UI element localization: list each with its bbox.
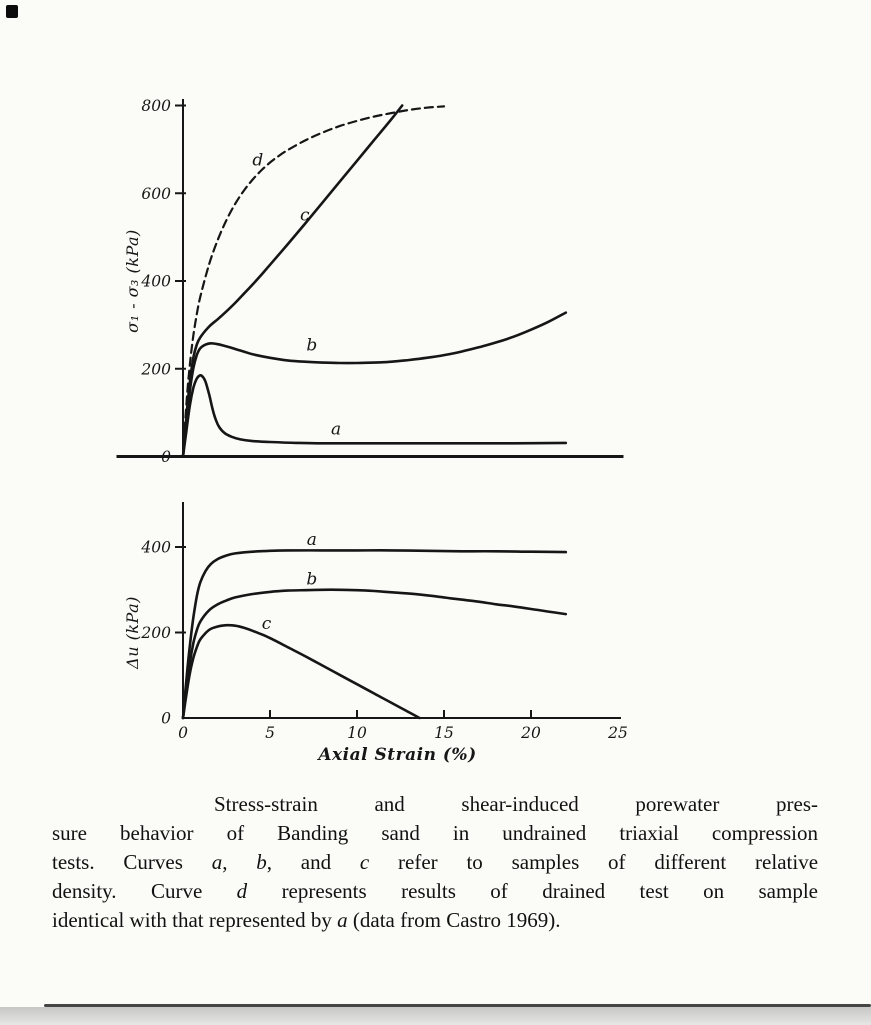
caption-line: Stress-strain and shear-induced porewate… <box>52 790 818 819</box>
caption-line: sure behavior of Banding sand in undrain… <box>52 819 818 848</box>
caption-text: refer to samples of different relative <box>369 850 819 874</box>
curve-b <box>181 588 568 720</box>
y-tick-label: 200 <box>140 624 171 642</box>
caption-text: , and <box>266 850 360 874</box>
scan-artifact-bottom-line <box>44 1004 871 1007</box>
y-tick-label: 400 <box>140 273 171 291</box>
curve-a <box>181 549 568 720</box>
x-axis-title: Axial Strain (%) <box>316 745 476 765</box>
caption-text: density. Curve <box>52 879 237 903</box>
curve-a <box>181 373 568 458</box>
y-tick-label: 0 <box>161 448 171 466</box>
caption-curve-letter: c <box>359 850 370 874</box>
curve-label-d: d <box>252 151 263 171</box>
x-tick-label: 15 <box>434 724 454 742</box>
x-tick-label: 10 <box>347 724 367 742</box>
caption-line: density. Curve d represents results of d… <box>52 877 818 906</box>
curve-label-a: a <box>331 420 341 440</box>
curve-b <box>181 311 568 458</box>
caption-text: sure behavior of Banding sand in undrain… <box>52 821 818 845</box>
caption-line: identical with that represented by a (da… <box>52 906 818 935</box>
caption-curve-letter: a <box>211 850 223 874</box>
curve-c <box>181 104 404 458</box>
y-tick-label: 800 <box>141 97 171 115</box>
y-tick-label: 0 <box>161 710 171 728</box>
curve-label-b: b <box>306 335 317 355</box>
curve-label-a: a <box>307 530 317 550</box>
caption-curve-letter: d <box>236 879 248 903</box>
y-tick-label: 400 <box>140 539 171 557</box>
scan-artifact-bottom-band <box>0 1007 871 1025</box>
x-tick-label: 0 <box>178 724 188 742</box>
caption-text: Stress-strain and shear-induced porewate… <box>214 792 818 816</box>
x-tick-label: 5 <box>265 724 275 742</box>
caption-text: tests. Curves <box>52 850 212 874</box>
panel-porewater-pressure: 0 200 400 0 5 10 15 20 25 Axial Strain (%) Δu (kPa… <box>123 502 628 765</box>
scan-artifact-corner <box>6 5 18 18</box>
caption-text: represents results of drained test on sa… <box>247 879 818 903</box>
y-tick-label: 600 <box>141 185 171 203</box>
caption-text: , <box>222 850 257 874</box>
panel-stress-strain: 0 200 400 600 800 σ₁ - σ₃ (kPa) d c b a <box>116 97 624 466</box>
curve-c <box>181 623 421 720</box>
curve-label-c: c <box>300 205 310 225</box>
caption: Stress-strain and shear-induced porewate… <box>52 790 818 935</box>
curve-d <box>181 105 446 458</box>
curve-label-c: c <box>262 614 272 634</box>
caption-text: identical with that represented by <box>52 908 338 932</box>
curve-label-b: b <box>306 570 317 590</box>
caption-curve-letter: b <box>256 850 267 874</box>
x-tick-label: 20 <box>520 724 541 742</box>
y-tick-label: 200 <box>140 360 171 378</box>
y-axis-title: σ₁ - σ₃ (kPa) <box>123 229 142 333</box>
caption-line: tests. Curves a, b, and c refer to sampl… <box>52 848 818 877</box>
x-tick-label: 25 <box>607 724 628 742</box>
caption-text: (data from Castro 1969). <box>347 908 561 932</box>
y-axis-title: Δu (kPa) <box>123 596 142 670</box>
caption-curve-letter: a <box>337 908 348 932</box>
